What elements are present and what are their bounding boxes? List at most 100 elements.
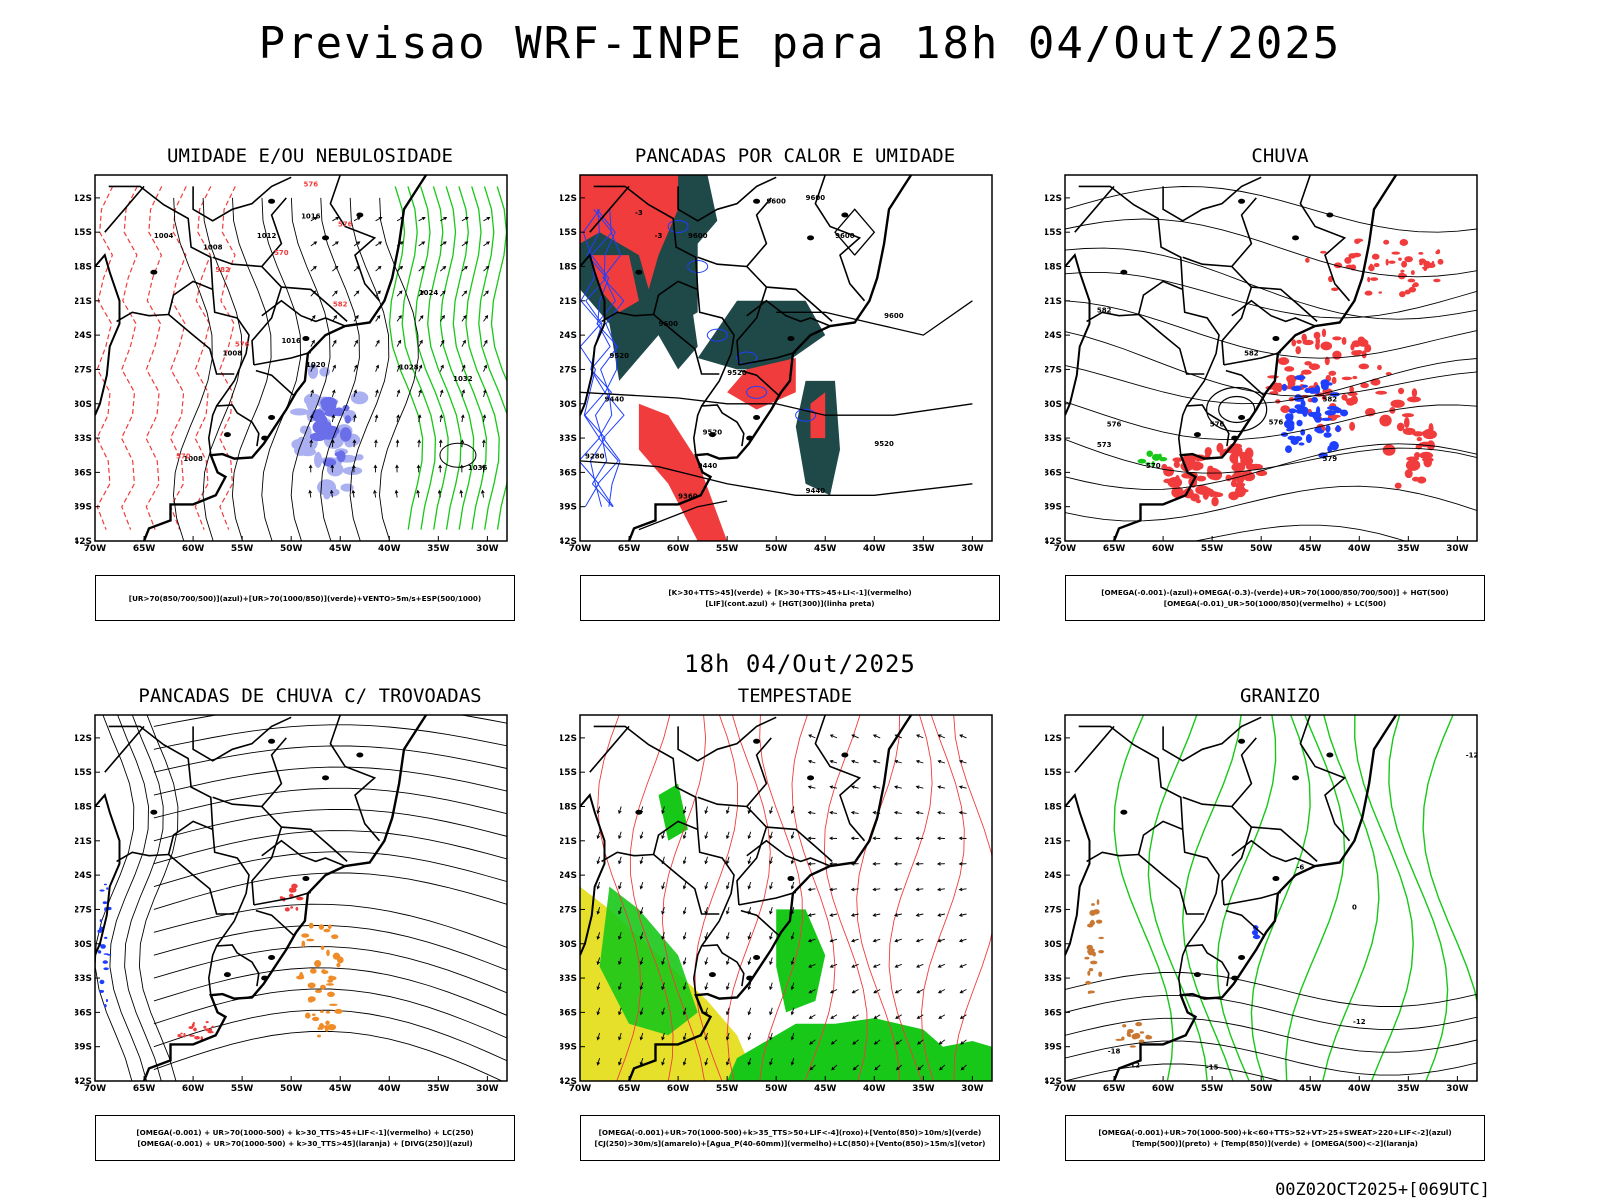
andes-border xyxy=(580,793,606,956)
humidity-high-levels xyxy=(307,363,319,379)
streamline-500 xyxy=(1065,218,1477,278)
wind-vector-850 xyxy=(661,906,665,915)
lifted-index-contour xyxy=(746,385,768,399)
wind-vector-850 xyxy=(915,836,924,841)
state-border xyxy=(1221,286,1253,365)
wind-vector-850 xyxy=(937,734,946,739)
divergence-250 xyxy=(99,919,102,923)
state-border xyxy=(601,311,654,323)
rain-low-level-omega xyxy=(1398,257,1402,261)
omega-500-strong xyxy=(1090,919,1095,924)
wind-vector xyxy=(353,364,358,372)
wind-vector-850 xyxy=(829,734,838,739)
isobar xyxy=(231,197,272,541)
state-border xyxy=(1223,351,1282,366)
wind-vector xyxy=(418,389,422,398)
thunderstorm-zone xyxy=(317,1027,321,1030)
contour-label: 1008 xyxy=(223,350,243,358)
omega-500-strong xyxy=(1088,967,1094,972)
rain-low-level-omega xyxy=(1435,250,1440,255)
state-border xyxy=(1074,725,1115,773)
wind-vector-850 xyxy=(893,836,902,841)
panel-umidade: UMIDADE E/OU NEBULOSIDADE 1004 1008 1012 10… xyxy=(75,145,545,625)
wind-vector-850 xyxy=(682,982,687,991)
thunderstorm-zone xyxy=(301,933,310,938)
lat-tick-label: 27S xyxy=(560,905,577,915)
streamline-250 xyxy=(153,1009,507,1062)
humidity-low-levels xyxy=(401,186,437,530)
wind-vector-850 xyxy=(596,906,601,915)
rain-low-level-omega xyxy=(1350,343,1355,351)
rain-low-level-omega xyxy=(1172,457,1183,463)
rain-low-level-omega xyxy=(1411,284,1416,288)
wind-vector-850 xyxy=(704,1032,708,1041)
wind-vector-850 xyxy=(895,1039,903,1045)
contour-label: 1028 xyxy=(399,363,419,371)
wind-vector xyxy=(375,265,382,272)
wind-vector-850 xyxy=(807,836,816,841)
lake xyxy=(807,775,815,781)
lat-tick-label: 27S xyxy=(1045,365,1062,375)
state-border xyxy=(192,176,292,222)
wind-vector xyxy=(461,216,469,222)
rain-omega-strong xyxy=(1340,409,1349,417)
omega-500-strong xyxy=(1131,1033,1139,1040)
wind-vector xyxy=(351,489,356,498)
wind-vector-850 xyxy=(769,982,773,991)
rain-low-level-omega xyxy=(1391,251,1401,255)
rain-omega-strong xyxy=(1296,419,1303,427)
rain-low-level-omega xyxy=(1407,278,1416,283)
rain-low-level-omega xyxy=(1360,382,1369,389)
thunderstorm-severe-zone xyxy=(203,1025,207,1029)
rain-omega-strong xyxy=(1287,435,1297,441)
lon-tick-label: 35W xyxy=(427,544,450,554)
rain-low-level-omega xyxy=(1332,336,1342,341)
lake xyxy=(223,972,231,978)
lat-tick-label: 24S xyxy=(1045,331,1062,341)
lon-tick-label: 65W xyxy=(133,544,156,554)
rain-omega-strong xyxy=(1292,385,1302,391)
lat-tick-label: 12S xyxy=(560,734,577,744)
wind-vector-850 xyxy=(873,989,881,994)
wind-vector-850 xyxy=(618,906,622,915)
rain-low-level-omega xyxy=(1331,287,1339,292)
lon-tick-label: 40W xyxy=(863,1084,886,1094)
rain-omega-strong xyxy=(1324,409,1337,416)
streamline-500 xyxy=(1192,524,1407,541)
humidity-high-levels xyxy=(311,409,325,422)
temperature-850 xyxy=(1422,715,1477,1081)
wind-vector-850 xyxy=(704,982,708,991)
wind-vector xyxy=(439,314,445,322)
state-border xyxy=(740,369,780,397)
divergence-250 xyxy=(104,907,107,912)
lon-tick-label: 70W xyxy=(1054,1084,1077,1094)
lake xyxy=(1193,432,1201,438)
omega-500-strong xyxy=(1098,936,1104,940)
divergence-250 xyxy=(103,953,109,955)
lake xyxy=(1120,269,1128,275)
wind-vector xyxy=(375,339,380,347)
wind-vector-850 xyxy=(661,957,665,966)
wind-vector xyxy=(438,464,442,473)
state-border xyxy=(736,286,768,365)
wind-vector-850 xyxy=(618,806,622,815)
wind-vector-850 xyxy=(809,1064,816,1071)
panel-title: PANCADAS DE CHUVA C/ TROVOADAS xyxy=(138,685,482,707)
rain-omega-strong xyxy=(1288,408,1297,414)
wind-vector-850 xyxy=(747,881,752,890)
wind-vector xyxy=(394,489,399,498)
lat-tick-label: 36S xyxy=(75,1008,92,1018)
rain-omega-moderate xyxy=(1158,453,1162,460)
thunderstorm-zone xyxy=(320,984,326,990)
contour-label: 9520 xyxy=(703,429,723,437)
plot-frame xyxy=(94,174,508,542)
rain-low-level-omega xyxy=(1411,388,1418,398)
wind-vector-850 xyxy=(661,982,665,991)
wind-vector-850 xyxy=(808,1014,816,1019)
thickness-contour xyxy=(218,186,236,530)
wind-vector-850 xyxy=(829,887,838,892)
state-border xyxy=(1299,715,1351,842)
lake xyxy=(356,752,364,758)
lat-tick-label: 39S xyxy=(560,1043,577,1053)
wind-vector-850 xyxy=(894,759,902,764)
